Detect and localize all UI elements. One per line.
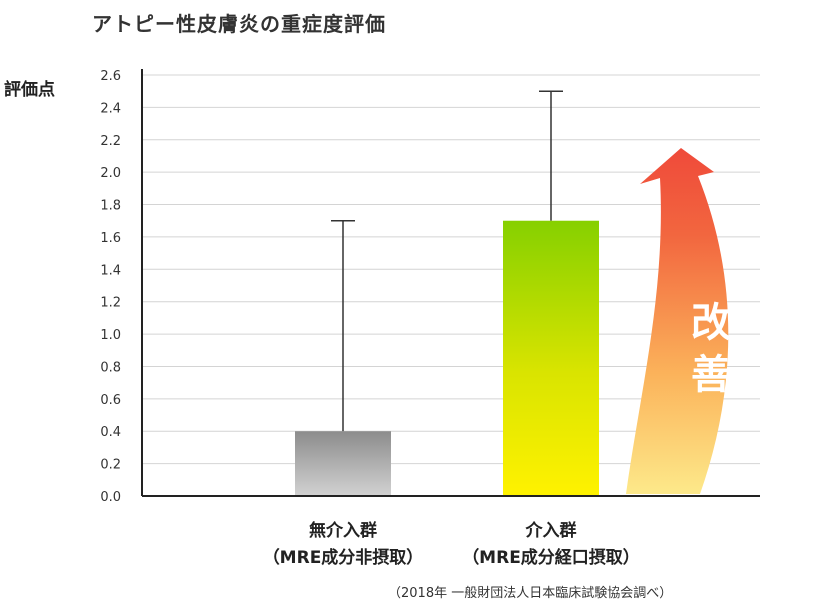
y-tick-label: 0.4 [100,425,121,440]
y-tick-label: 0.8 [100,360,121,375]
y-tick-label: 0.6 [100,393,121,408]
y-tick-label: 1.4 [100,263,121,278]
y-tick-label: 1.8 [100,199,121,214]
annotation-char: 改 [691,300,731,346]
category-sublabel-control: （MRE成分非摂取） [262,548,424,568]
y-tick-label: 1.0 [100,328,121,343]
y-tick-label: 2.0 [100,166,121,181]
annotation-char: 善 [691,352,731,398]
y-tick-label: 0.0 [100,490,121,505]
source-note: （2018年 一般財団法人日本臨床試験協会調べ） [388,586,673,601]
chart-title: アトピー性皮膚炎の重症度評価 [92,12,386,36]
y-tick-label: 2.4 [100,101,121,116]
y-tick-label: 2.6 [100,69,121,84]
bar-intervention [503,220,599,496]
category-label-intervention: 介入群 [525,521,577,541]
y-tick-label: 1.6 [100,231,121,246]
bar-control [295,431,391,496]
category-sublabel-intervention: （MRE成分経口摂取） [462,548,640,568]
y-tick-label: 0.2 [100,458,121,473]
y-tick-label: 2.2 [100,134,121,149]
improvement-arrow [626,148,729,494]
category-label-control: 無介入群 [309,521,377,541]
y-tick-label: 1.2 [100,296,121,311]
y-axis-label: 評価点 [4,80,55,100]
